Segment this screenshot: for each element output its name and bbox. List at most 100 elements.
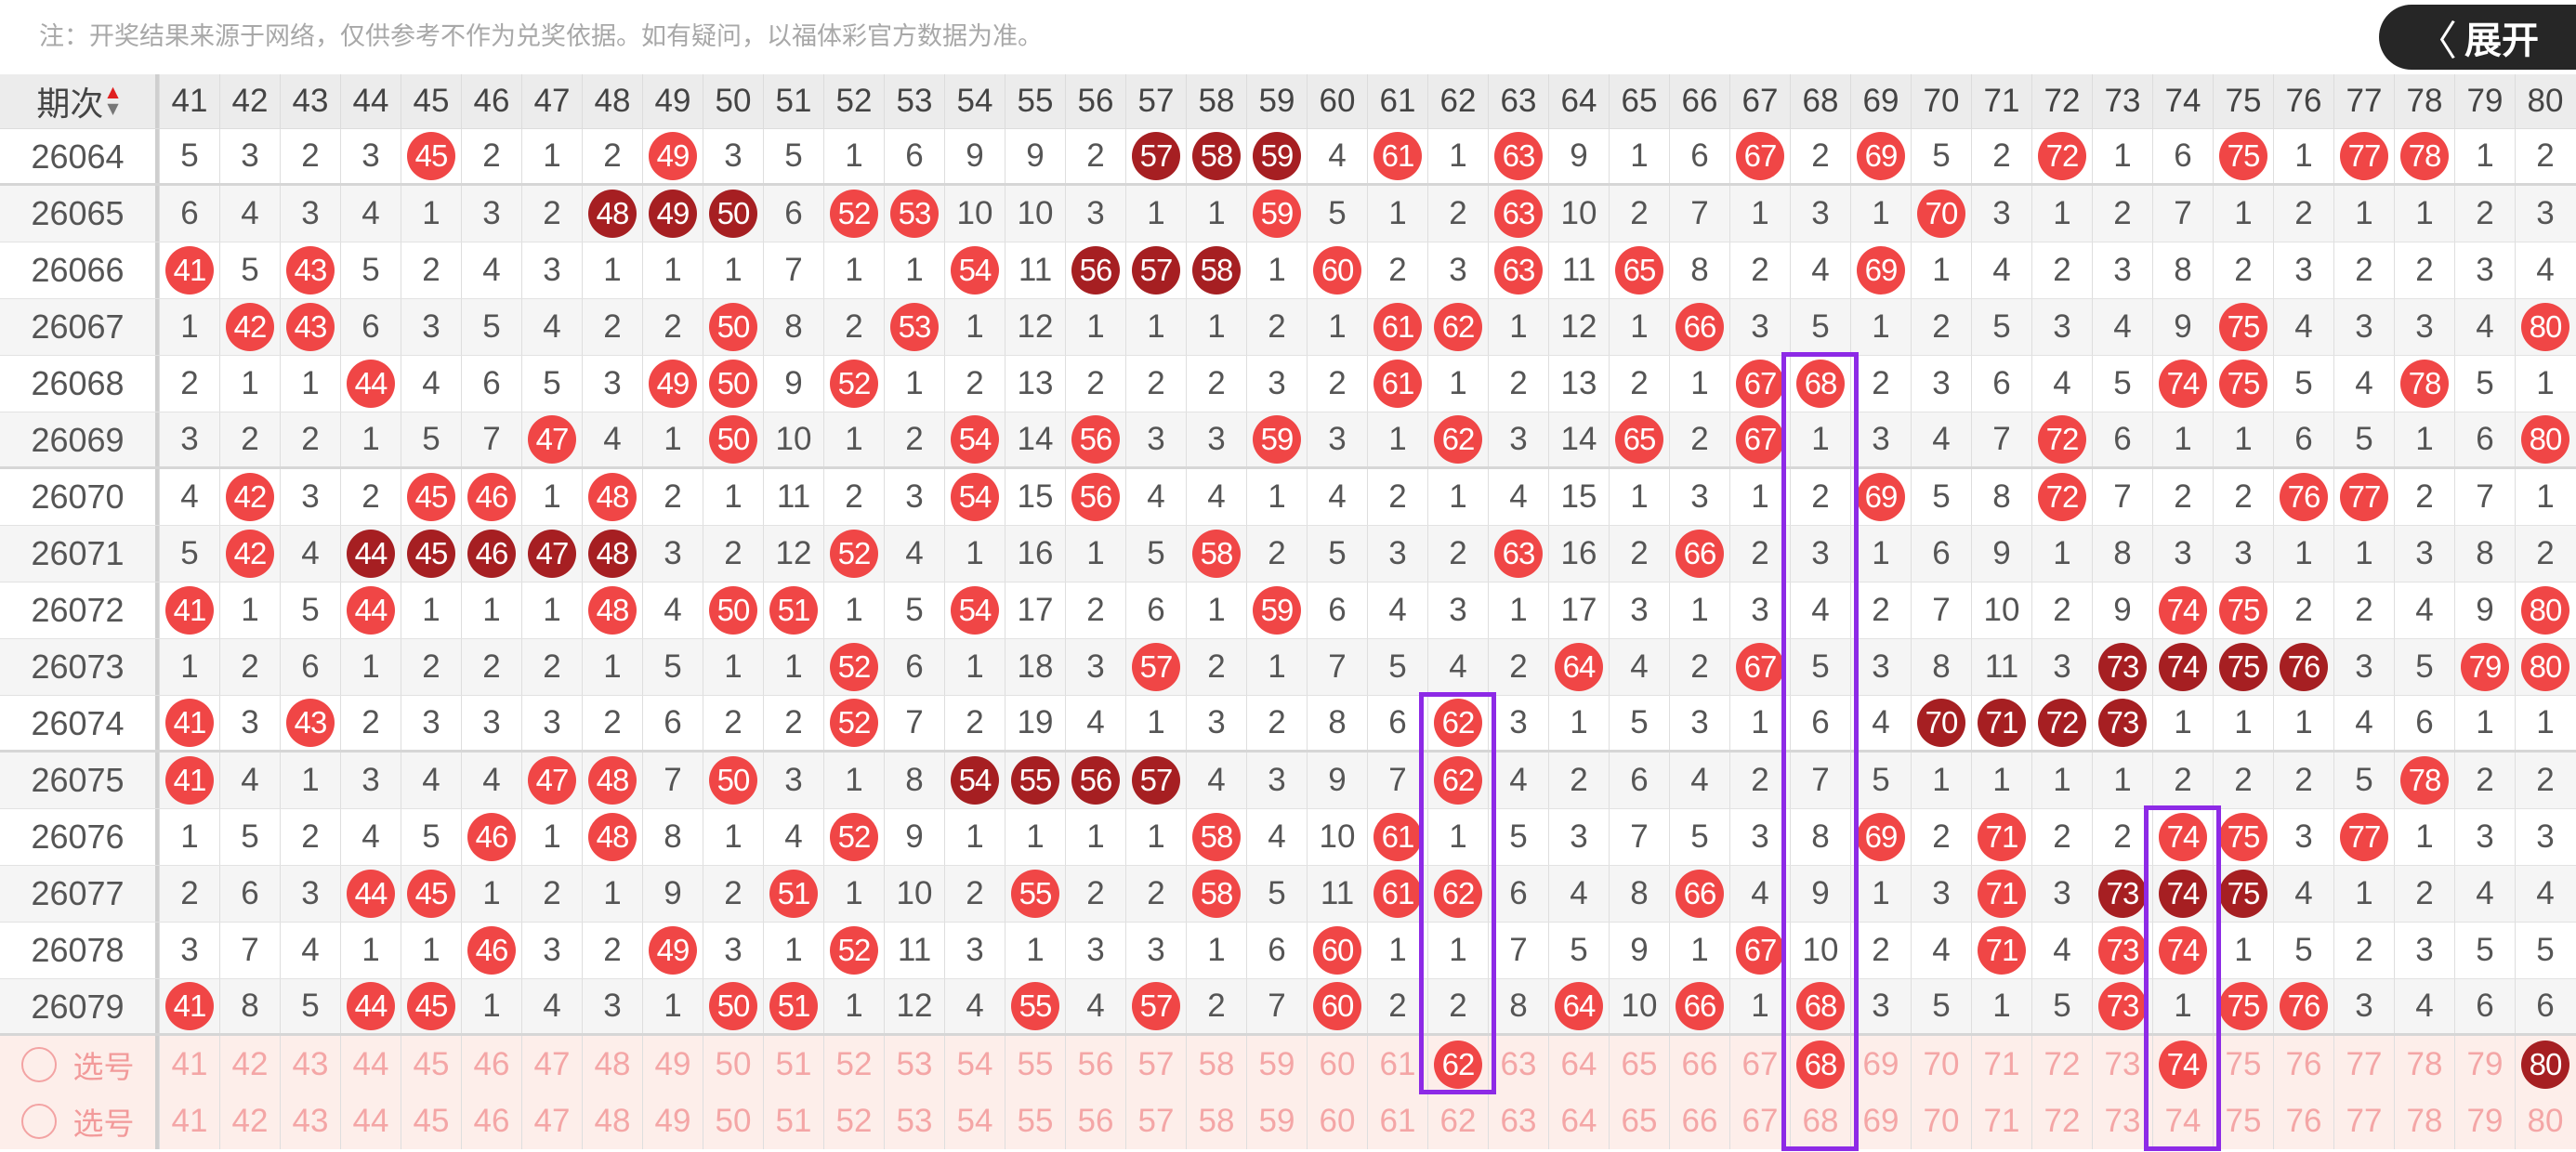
select-cell-66[interactable]: 66 [1669, 1093, 1729, 1149]
select-cell-49[interactable]: 49 [642, 1093, 703, 1149]
select-cell-74[interactable]: 74 [2152, 1036, 2213, 1093]
select-cell-68[interactable]: 68 [1790, 1093, 1850, 1149]
select-cell-44[interactable]: 44 [340, 1036, 401, 1093]
select-cell-48[interactable]: 48 [582, 1036, 642, 1093]
select-cell-59[interactable]: 59 [1246, 1093, 1307, 1149]
column-header-42[interactable]: 42 [219, 74, 280, 128]
selected-ball[interactable]: 62 [1434, 1040, 1482, 1089]
column-header-61[interactable]: 61 [1367, 74, 1427, 128]
select-row-label[interactable]: 选号 [0, 1036, 159, 1093]
select-cell-47[interactable]: 47 [521, 1036, 582, 1093]
select-cell-78[interactable]: 78 [2394, 1093, 2454, 1149]
select-cell-66[interactable]: 66 [1669, 1036, 1729, 1093]
select-cell-43[interactable]: 43 [280, 1093, 340, 1149]
select-cell-69[interactable]: 69 [1850, 1093, 1911, 1149]
column-header-70[interactable]: 70 [1911, 74, 1971, 128]
select-cell-58[interactable]: 58 [1186, 1093, 1246, 1149]
select-cell-63[interactable]: 63 [1488, 1036, 1548, 1093]
select-cell-79[interactable]: 79 [2454, 1093, 2515, 1149]
select-cell-42[interactable]: 42 [219, 1093, 280, 1149]
column-header-52[interactable]: 52 [823, 74, 884, 128]
selected-ball[interactable]: 80 [2521, 1040, 2569, 1089]
column-header-73[interactable]: 73 [2092, 74, 2152, 128]
select-cell-50[interactable]: 50 [703, 1036, 763, 1093]
column-header-66[interactable]: 66 [1669, 74, 1729, 128]
select-cell-61[interactable]: 61 [1367, 1036, 1427, 1093]
trend-table-body[interactable]: 26064 5 3 2 3 45 2 1 2 49 3 5 1 6 9 9 2 57 58 59 4 61 1 63 9 1 6 67… [0, 129, 2576, 1152]
column-header-41[interactable]: 41 [159, 74, 219, 128]
selected-ball[interactable]: 74 [2159, 1040, 2207, 1089]
select-cell-71[interactable]: 71 [1971, 1093, 2031, 1149]
column-header-62[interactable]: 62 [1427, 74, 1488, 128]
select-cell-41[interactable]: 41 [159, 1036, 219, 1093]
column-header-50[interactable]: 50 [703, 74, 763, 128]
column-header-72[interactable]: 72 [2031, 74, 2092, 128]
select-cell-78[interactable]: 78 [2394, 1036, 2454, 1093]
column-header-71[interactable]: 71 [1971, 74, 2031, 128]
select-cell-73[interactable]: 73 [2092, 1093, 2152, 1149]
column-header-59[interactable]: 59 [1246, 74, 1307, 128]
select-cell-74[interactable]: 74 [2152, 1093, 2213, 1149]
column-header-45[interactable]: 45 [401, 74, 461, 128]
column-header-58[interactable]: 58 [1186, 74, 1246, 128]
select-cell-63[interactable]: 63 [1488, 1093, 1548, 1149]
select-cell-45[interactable]: 45 [401, 1036, 461, 1093]
select-cell-70[interactable]: 70 [1911, 1036, 1971, 1093]
select-cell-80[interactable]: 80 [2515, 1036, 2575, 1093]
select-cell-67[interactable]: 67 [1729, 1093, 1790, 1149]
column-header-49[interactable]: 49 [642, 74, 703, 128]
select-cell-60[interactable]: 60 [1307, 1093, 1367, 1149]
select-cell-56[interactable]: 56 [1065, 1093, 1125, 1149]
select-cell-62[interactable]: 62 [1427, 1093, 1488, 1149]
select-cell-80[interactable]: 80 [2515, 1093, 2575, 1149]
select-cell-71[interactable]: 71 [1971, 1036, 2031, 1093]
select-cell-57[interactable]: 57 [1125, 1036, 1186, 1093]
radio-circle-icon[interactable] [20, 1046, 57, 1082]
select-cell-60[interactable]: 60 [1307, 1036, 1367, 1093]
select-cell-61[interactable]: 61 [1367, 1093, 1427, 1149]
column-header-55[interactable]: 55 [1005, 74, 1065, 128]
select-cell-53[interactable]: 53 [884, 1036, 944, 1093]
selected-ball[interactable]: 68 [1796, 1040, 1845, 1089]
select-cell-75[interactable]: 75 [2213, 1093, 2273, 1149]
column-header-56[interactable]: 56 [1065, 74, 1125, 128]
column-header-47[interactable]: 47 [521, 74, 582, 128]
select-cell-41[interactable]: 41 [159, 1093, 219, 1149]
column-header-80[interactable]: 80 [2515, 74, 2575, 128]
select-cell-79[interactable]: 79 [2454, 1036, 2515, 1093]
select-cell-72[interactable]: 72 [2031, 1093, 2092, 1149]
select-cell-57[interactable]: 57 [1125, 1093, 1186, 1149]
select-cell-64[interactable]: 64 [1548, 1036, 1609, 1093]
select-cell-65[interactable]: 65 [1609, 1036, 1669, 1093]
sort-toggle[interactable]: ▲ ▼ [107, 85, 118, 118]
column-header-76[interactable]: 76 [2273, 74, 2333, 128]
select-cell-50[interactable]: 50 [703, 1093, 763, 1149]
select-cell-76[interactable]: 76 [2273, 1093, 2333, 1149]
select-cell-45[interactable]: 45 [401, 1093, 461, 1149]
select-cell-75[interactable]: 75 [2213, 1036, 2273, 1093]
column-header-78[interactable]: 78 [2394, 74, 2454, 128]
select-cell-51[interactable]: 51 [763, 1036, 823, 1093]
column-header-65[interactable]: 65 [1609, 74, 1669, 128]
select-cell-46[interactable]: 46 [461, 1036, 521, 1093]
select-cell-44[interactable]: 44 [340, 1093, 401, 1149]
select-cell-62[interactable]: 62 [1427, 1036, 1488, 1093]
column-header-67[interactable]: 67 [1729, 74, 1790, 128]
select-cell-52[interactable]: 52 [823, 1093, 884, 1149]
select-cell-47[interactable]: 47 [521, 1093, 582, 1149]
select-cell-64[interactable]: 64 [1548, 1093, 1609, 1149]
column-header-43[interactable]: 43 [280, 74, 340, 128]
select-cell-65[interactable]: 65 [1609, 1093, 1669, 1149]
select-cell-52[interactable]: 52 [823, 1036, 884, 1093]
column-header-57[interactable]: 57 [1125, 74, 1186, 128]
column-header-53[interactable]: 53 [884, 74, 944, 128]
radio-circle-icon[interactable] [20, 1103, 57, 1139]
select-row-label[interactable]: 选号 [0, 1093, 159, 1149]
select-cell-55[interactable]: 55 [1005, 1093, 1065, 1149]
select-cell-53[interactable]: 53 [884, 1093, 944, 1149]
column-header-79[interactable]: 79 [2454, 74, 2515, 128]
issue-column-header[interactable]: 期次 ▲ ▼ [0, 74, 159, 128]
select-cell-42[interactable]: 42 [219, 1036, 280, 1093]
select-cell-43[interactable]: 43 [280, 1036, 340, 1093]
column-header-63[interactable]: 63 [1488, 74, 1548, 128]
